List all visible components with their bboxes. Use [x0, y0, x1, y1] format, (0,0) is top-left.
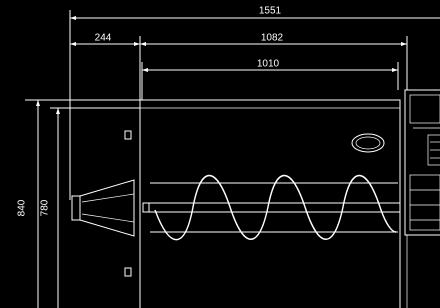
hopper-body [125, 100, 400, 308]
dimension-label: 1010 [257, 59, 280, 70]
dimension-label: 780 [40, 199, 51, 216]
dimension-label: 1551 [259, 6, 282, 17]
dimension-label: 244 [95, 33, 112, 44]
screw-conveyor [143, 176, 400, 240]
dimension-label: 840 [17, 199, 28, 216]
motor [405, 90, 440, 308]
dimension-label: 1082 [261, 33, 284, 44]
page: {"dimensions": ["1551", "244", "1082", "… [0, 0, 440, 308]
extension-lines [25, 10, 407, 200]
dimension-lines [38, 18, 440, 308]
drawing: 1551 244 1082 1010 840 780 [0, 0, 440, 308]
inlet-cone [72, 180, 134, 236]
